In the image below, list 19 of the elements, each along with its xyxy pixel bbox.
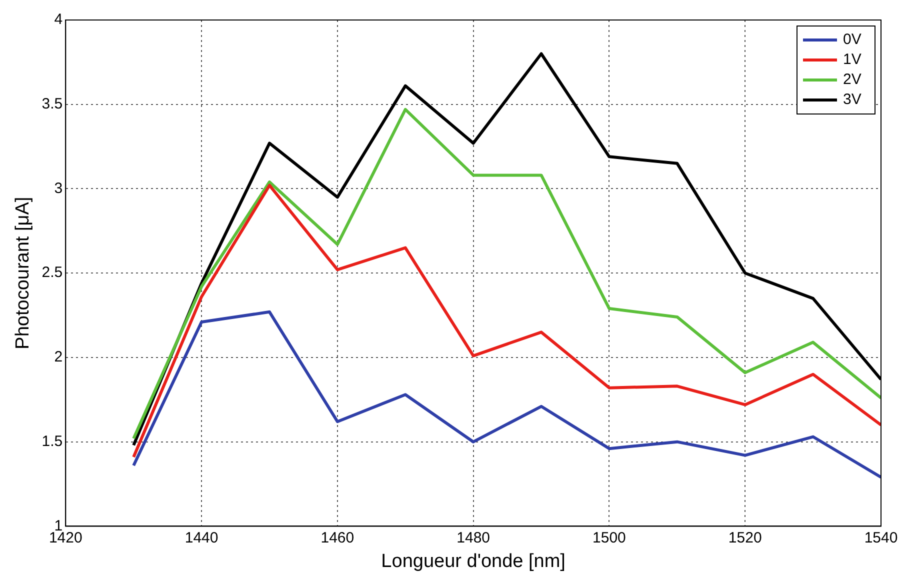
legend-label: 0V (843, 31, 862, 48)
x-tick-label: 1520 (728, 529, 762, 546)
y-tick-label: 2 (54, 348, 63, 366)
y-tick-label: 3 (54, 180, 63, 197)
x-axis-title: Longueur d'onde [nm] (381, 550, 566, 572)
x-tick-label: 1420 (48, 529, 82, 546)
x-tick-label: 1540 (864, 529, 898, 546)
legend-label: 3V (843, 91, 862, 108)
legend-label: 2V (843, 71, 862, 88)
x-tick-label: 1480 (456, 529, 490, 546)
x-tick-label: 1440 (184, 529, 218, 546)
x-tick-label: 1500 (592, 529, 626, 546)
x-tick-label: 1460 (320, 529, 354, 546)
y-axis-title: Photocourant [μA] (12, 196, 34, 350)
y-tick-label: 4 (54, 11, 63, 28)
y-tick-label: 3.5 (42, 96, 63, 113)
legend-label: 1V (843, 51, 862, 68)
y-tick-label: 2.5 (42, 264, 63, 282)
y-tick-label: 1.5 (42, 432, 63, 450)
